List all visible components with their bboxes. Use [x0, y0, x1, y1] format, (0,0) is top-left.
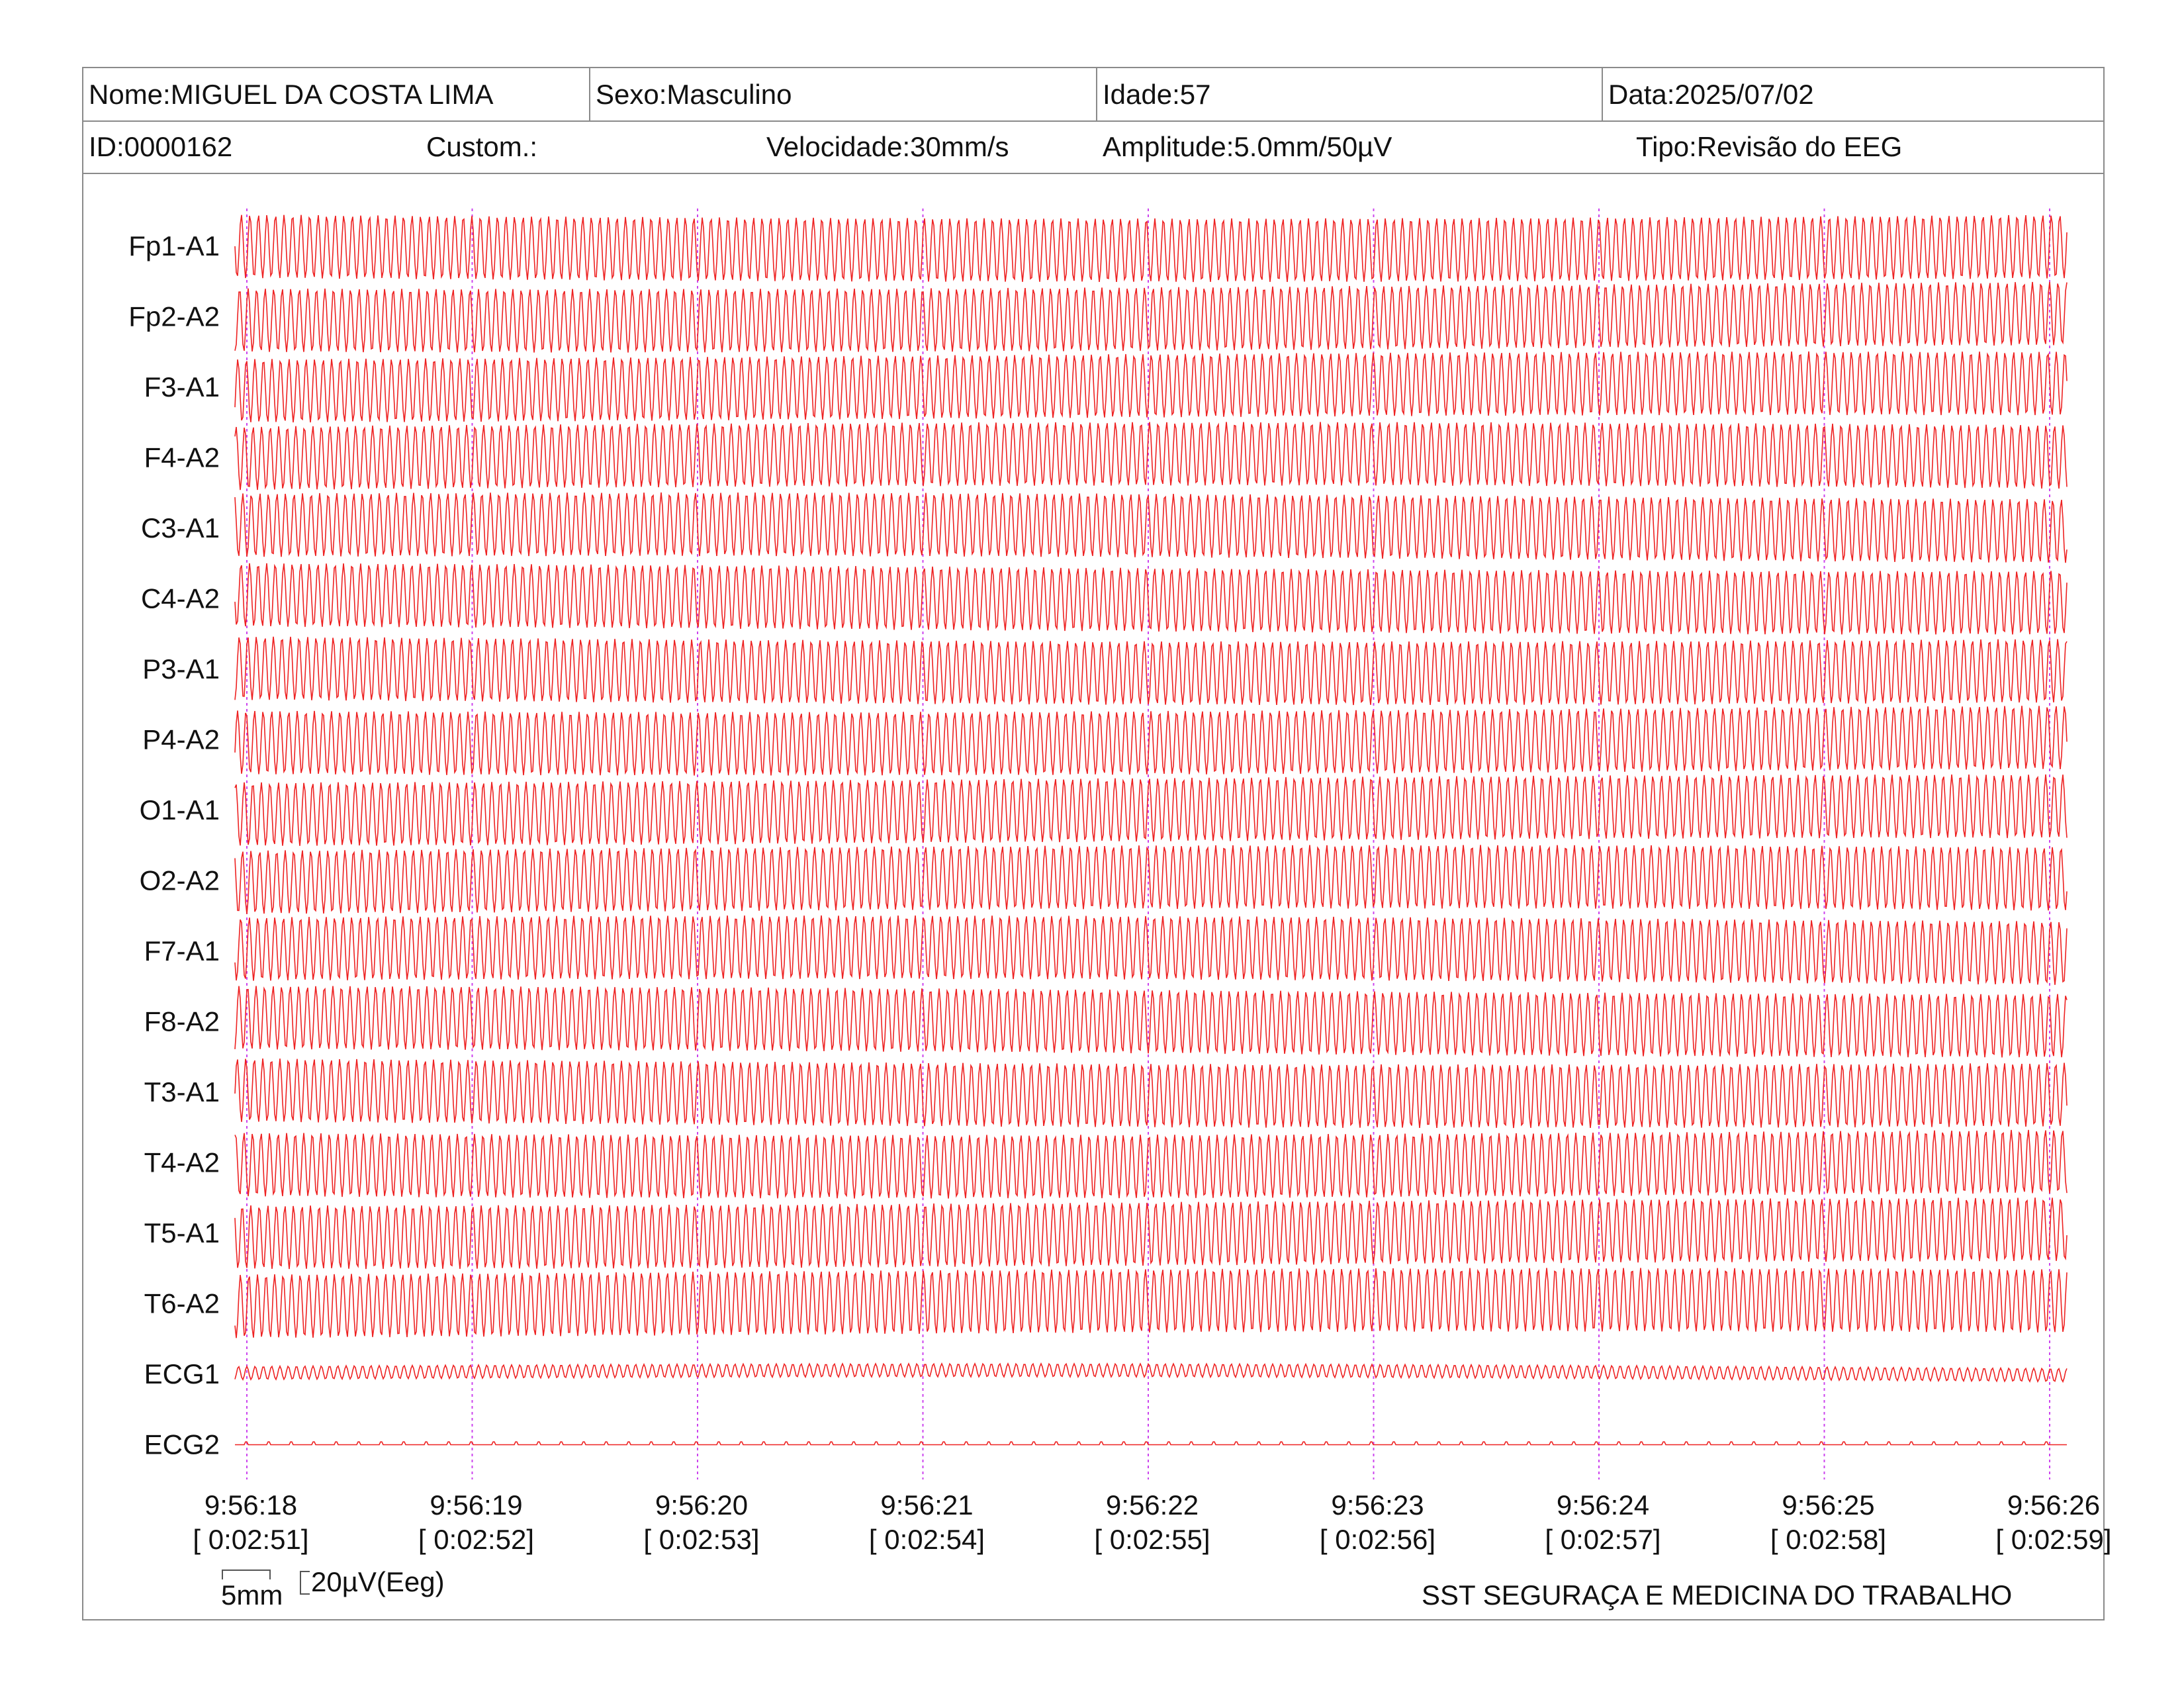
eeg-traces — [234, 214, 2068, 1446]
time-clock-label: 9:56:19 — [430, 1489, 522, 1521]
eeg-trace-o1-a1 — [234, 774, 2068, 846]
time-clock-label: 9:56:21 — [880, 1489, 973, 1521]
time-clock-label: 9:56:24 — [1557, 1489, 1649, 1521]
exam-date: Data:2025/07/02 — [1602, 68, 2105, 120]
eeg-trace-f3-a1 — [234, 351, 2068, 423]
channel-label: ECG1 — [144, 1358, 220, 1389]
time-elapsed-label: [ 0:02:51] — [193, 1524, 308, 1555]
amplitude-scale-label: 20µV(Eeg) — [311, 1566, 445, 1597]
channel-label: Fp2-A2 — [128, 301, 220, 332]
channel-label: ECG2 — [144, 1429, 220, 1460]
time-scale-label: 5mm — [221, 1579, 283, 1611]
time-elapsed-label: [ 0:02:52] — [418, 1524, 534, 1555]
eeg-trace-p3-a1 — [234, 636, 2068, 706]
speed-setting: Velocidade:30mm/s — [766, 130, 1009, 162]
channel-label: P4-A2 — [142, 724, 220, 755]
channel-label: T3-A1 — [144, 1076, 220, 1107]
time-elapsed-label: [ 0:02:54] — [869, 1524, 985, 1555]
eeg-trace-ecg2 — [235, 1441, 2067, 1446]
time-clock-label: 9:56:18 — [205, 1489, 297, 1521]
channel-label: O2-A2 — [140, 865, 220, 896]
eeg-trace-p4-a2 — [234, 706, 2068, 776]
channel-label: F4-A2 — [144, 442, 220, 473]
time-scale-bracket-icon — [222, 1570, 271, 1579]
eeg-report-sheet: Nome:MIGUEL DA COSTA LIMA Sexo:Masculino… — [82, 67, 2105, 1620]
channel-label: C4-A2 — [141, 583, 220, 614]
eeg-trace-o2-a2 — [234, 845, 2068, 914]
eeg-trace-ecg1 — [234, 1362, 2068, 1383]
eeg-trace-t5-a1 — [234, 1197, 2068, 1270]
time-elapsed-label: [ 0:02:53] — [643, 1524, 759, 1555]
amplitude-scale-bracket-icon — [300, 1571, 310, 1595]
eeg-trace-t6-a2 — [234, 1268, 2068, 1338]
channel-label: C3-A1 — [141, 512, 220, 543]
eeg-trace-t4-a2 — [234, 1129, 2068, 1199]
time-clock-label: 9:56:22 — [1106, 1489, 1199, 1521]
header-row-recording: ID:0000162 Custom.: Velocidade:30mm/s Am… — [83, 120, 2103, 174]
channel-label: F7-A1 — [144, 935, 220, 966]
review-type: Tipo:Revisão do EEG — [1636, 130, 1903, 162]
eeg-trace-c3-a1 — [234, 492, 2068, 563]
patient-sex: Sexo:Masculino — [589, 68, 1096, 120]
time-elapsed-label: [ 0:02:59] — [1995, 1524, 2111, 1555]
patient-age: Idade:57 — [1096, 68, 1602, 120]
patient-name: Nome:MIGUEL DA COSTA LIMA — [89, 78, 494, 110]
record-id: ID:0000162 — [89, 130, 233, 162]
eeg-trace-c4-a2 — [234, 563, 2068, 635]
time-elapsed-label: [ 0:02:58] — [1770, 1524, 1886, 1555]
time-clock-label: 9:56:20 — [655, 1489, 748, 1521]
eeg-trace-t3-a1 — [234, 1058, 2068, 1129]
amplitude-setting: Amplitude:5.0mm/50µV — [1103, 130, 1392, 162]
eeg-trace-f7-a1 — [234, 915, 2068, 985]
custom-field: Custom.: — [426, 130, 538, 162]
time-elapsed-label: [ 0:02:56] — [1320, 1524, 1435, 1555]
time-labels: 9:56:18[ 0:02:51] 9:56:19[ 0:02:52] 9:56:2… — [193, 1489, 2111, 1555]
time-clock-label: 9:56:25 — [1782, 1489, 1874, 1521]
time-elapsed-label: [ 0:02:55] — [1094, 1524, 1210, 1555]
time-clock-label: 9:56:23 — [1331, 1489, 1424, 1521]
channel-label: T6-A2 — [144, 1288, 220, 1319]
channel-label: F3-A1 — [144, 371, 220, 402]
channel-label: Fp1-A1 — [128, 230, 220, 261]
eeg-trace-f4-a2 — [234, 422, 2068, 491]
channel-label: T5-A1 — [144, 1217, 220, 1248]
clinic-footer: SST SEGURAÇA E MEDICINA DO TRABALHO — [1422, 1579, 2013, 1611]
time-clock-label: 9:56:26 — [2007, 1489, 2100, 1521]
channel-label: F8-A2 — [144, 1006, 220, 1037]
time-elapsed-label: [ 0:02:57] — [1545, 1524, 1661, 1555]
header-row-patient: Nome:MIGUEL DA COSTA LIMA Sexo:Masculino… — [83, 68, 2103, 122]
eeg-trace-f8-a2 — [234, 986, 2068, 1058]
channel-labels: Fp1-A1 Fp2-A2 F3-A1 F4-A2 C3-A1 C4-A2 P3-A1 P4-… — [128, 230, 220, 1460]
channel-label: O1-A1 — [140, 794, 220, 825]
channel-label: P3-A1 — [142, 653, 220, 684]
eeg-trace-fp1-a1 — [234, 214, 2068, 283]
channel-label: T4-A2 — [144, 1147, 220, 1178]
eeg-trace-fp2-a2 — [234, 281, 2068, 353]
